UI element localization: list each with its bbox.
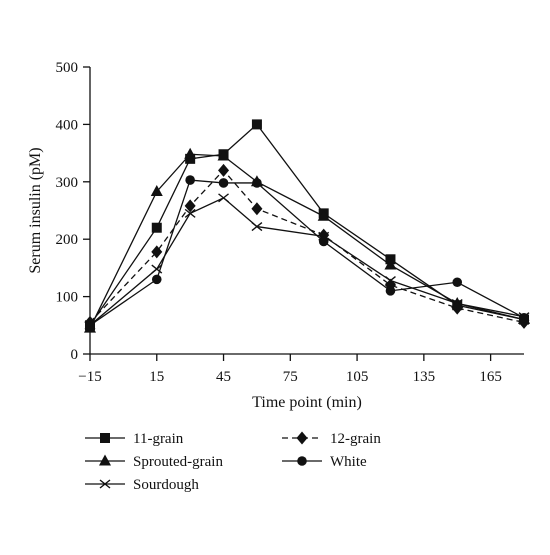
x-tick-label: 165 [479, 369, 502, 385]
legend-item-sourdough: Sourdough [85, 477, 199, 493]
legend-item-11-grain: 11-grain [85, 431, 184, 447]
data-point-12-grain [218, 163, 230, 177]
data-point-sprouted-grain [384, 258, 397, 270]
legend-label: Sourdough [133, 477, 199, 493]
data-point-11-grain [251, 119, 262, 130]
legend-item-12-grain: 12-grain [282, 431, 381, 447]
legend-marker [99, 454, 111, 466]
x-marker-stroke [151, 264, 163, 274]
y-tick-label: 500 [56, 60, 79, 76]
legend-label: 11-grain [133, 431, 184, 447]
x-marker-stroke [99, 479, 111, 489]
x-marker-stroke [184, 208, 196, 218]
data-point-white [318, 236, 329, 247]
data-point-sprouted-grain [317, 209, 330, 221]
data-point-sourdough [251, 222, 263, 232]
legend-label: Sprouted-grain [133, 454, 223, 470]
data-point-sourdough [218, 193, 229, 203]
legend: 11-grain Sprouted-grain Sourdough 12-grain W… [85, 431, 381, 493]
data-point-12-grain [151, 245, 163, 259]
axes: 0 100 200 300 400 500 −15 15 45 75 105 135 165 [56, 60, 524, 385]
legend-label: 12-grain [330, 431, 381, 447]
series-layer [84, 119, 530, 333]
series-white [85, 175, 529, 331]
data-point-11-grain [185, 153, 196, 164]
y-tick-label: 100 [56, 290, 79, 306]
data-point-white [185, 175, 195, 185]
data-point-white [519, 313, 529, 323]
x-axis-title: Time point (min) [252, 394, 362, 411]
y-tick-label: 200 [56, 232, 79, 248]
legend-item-white: White [282, 454, 367, 470]
x-marker-stroke [251, 222, 263, 232]
data-point-white [452, 277, 463, 288]
x-tick-label: 105 [346, 369, 369, 385]
x-tick-label: 45 [216, 369, 231, 385]
data-point-sprouted-grain [184, 147, 197, 159]
y-tick-label: 0 [71, 347, 79, 363]
x-tick-label: 75 [283, 369, 298, 385]
x-tick-label: −15 [78, 369, 101, 385]
data-point-sprouted-grain [217, 149, 230, 161]
x-tick-label: 135 [413, 369, 436, 385]
data-point-white [151, 274, 162, 285]
data-point-white [85, 320, 95, 331]
y-tick-label: 400 [56, 117, 79, 133]
data-point-12-grain [451, 301, 463, 315]
y-axis-title: Serum insulin (pM) [27, 147, 44, 273]
data-point-white [385, 286, 396, 296]
data-point-12-grain [251, 202, 263, 216]
legend-label: White [330, 454, 367, 470]
series-11-grain [85, 119, 529, 331]
legend-marker [296, 431, 308, 445]
y-tick-label: 300 [56, 175, 79, 191]
data-point-11-grain [151, 222, 162, 233]
data-point-white [218, 178, 229, 188]
data-point-sprouted-grain [150, 185, 163, 197]
data-point-white [252, 178, 262, 188]
legend-marker [100, 433, 110, 443]
legend-marker [297, 456, 307, 466]
data-point-sourdough [184, 208, 196, 218]
legend-item-sprouted-grain: Sprouted-grain [85, 454, 223, 470]
data-point-sourdough [151, 264, 163, 274]
x-tick-label: 15 [149, 369, 164, 385]
x-marker-stroke [218, 193, 229, 203]
legend-marker [99, 479, 111, 489]
data-point-12-grain [184, 199, 196, 213]
